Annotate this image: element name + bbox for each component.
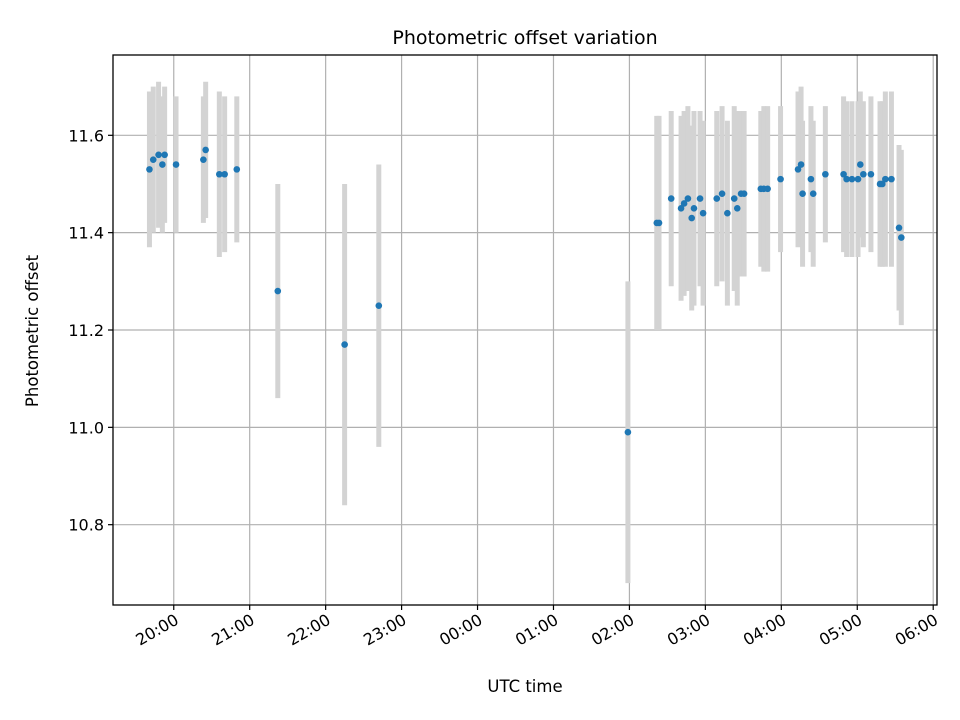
x-axis-label: UTC time xyxy=(487,677,562,696)
data-point xyxy=(172,161,180,168)
data-point xyxy=(146,166,153,173)
data-point xyxy=(624,428,632,436)
data-point xyxy=(375,302,383,309)
data-point xyxy=(200,156,207,163)
data-point xyxy=(764,185,771,193)
data-point xyxy=(149,156,157,163)
data-point xyxy=(699,209,707,217)
data-point xyxy=(655,219,663,227)
data-point xyxy=(677,205,685,212)
data-point xyxy=(777,175,784,183)
y-axis-ticks: 10.8 11.0 11.2 11.4 11.6 xyxy=(68,126,113,535)
data-point xyxy=(730,195,738,202)
data-point xyxy=(202,146,209,154)
data-point xyxy=(809,190,817,198)
data-point xyxy=(161,151,168,159)
y-axis-label: Photometric offset xyxy=(23,254,42,407)
data-point xyxy=(895,224,903,232)
data-point xyxy=(718,190,726,198)
data-point xyxy=(888,175,895,183)
data-point xyxy=(724,209,731,217)
data-point xyxy=(848,175,856,183)
data-point xyxy=(860,170,867,178)
data-point xyxy=(882,175,889,183)
data-point xyxy=(688,214,695,222)
data-point xyxy=(854,175,862,183)
data-point xyxy=(680,200,688,207)
data-point xyxy=(856,161,864,168)
data-point xyxy=(799,190,806,198)
data-point xyxy=(684,195,692,202)
data-point xyxy=(341,341,348,348)
chart-title: Photometric offset variation xyxy=(392,27,657,49)
data-point xyxy=(696,195,704,202)
data-point xyxy=(867,170,875,178)
data-point xyxy=(713,195,721,202)
data-point xyxy=(690,205,698,212)
data-point xyxy=(843,175,850,183)
data-point xyxy=(155,151,162,159)
data-point xyxy=(274,287,282,295)
data-point xyxy=(822,170,829,178)
y-tick-label: 11.6 xyxy=(68,126,104,145)
data-point xyxy=(898,234,905,241)
data-point xyxy=(840,170,847,178)
data-point xyxy=(794,166,802,173)
y-tick-label: 11.0 xyxy=(68,418,104,437)
y-tick-label: 10.8 xyxy=(68,516,104,535)
data-point xyxy=(879,180,886,188)
data-point xyxy=(740,190,748,198)
data-point xyxy=(807,175,815,183)
data-point xyxy=(159,161,166,168)
y-tick-label: 11.2 xyxy=(68,321,104,340)
data-point xyxy=(216,170,223,178)
data-point xyxy=(233,166,241,173)
data-point xyxy=(733,205,741,212)
y-tick-label: 11.4 xyxy=(68,224,104,243)
data-point xyxy=(797,161,805,168)
grid-lines xyxy=(113,55,937,605)
data-points xyxy=(146,146,905,436)
data-point xyxy=(667,195,675,202)
data-point xyxy=(221,170,228,178)
